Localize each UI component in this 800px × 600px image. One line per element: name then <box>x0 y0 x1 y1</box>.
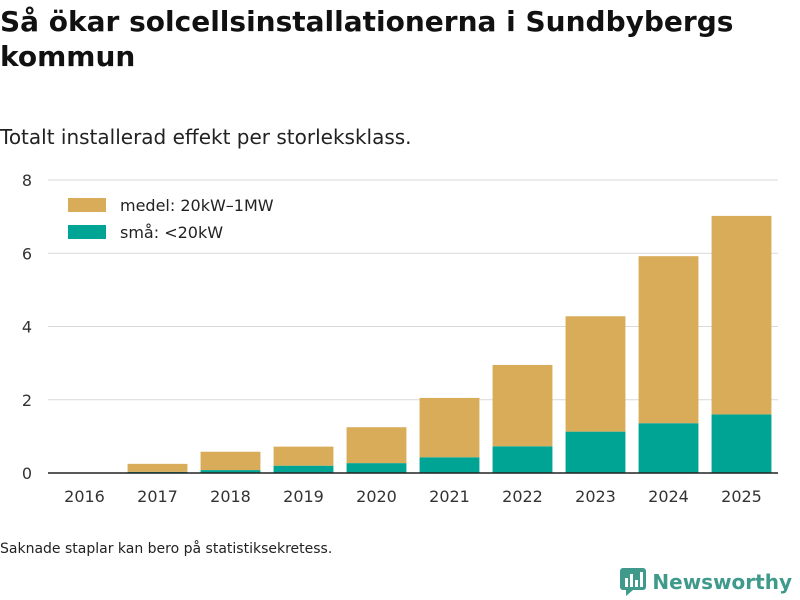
brand-name: Newsworthy <box>652 570 792 594</box>
x-tick-label: 2022 <box>502 487 543 506</box>
y-tick-label: 8 <box>22 171 32 190</box>
legend-label-medel: medel: 20kW–1MW <box>120 196 274 215</box>
x-tick-label: 2016 <box>64 487 105 506</box>
axes: 0 2 4 6 8 2016 2017 2018 2019 2020 2021 2022 2023 202… <box>22 171 778 506</box>
x-tick-label: 2017 <box>137 487 178 506</box>
footnote: Saknade staplar kan bero på statistiksek… <box>0 541 333 557</box>
x-tick-label: 2023 <box>575 487 616 506</box>
legend: medel: 20kW–1MW små: <20kW <box>68 196 274 242</box>
bar-sma-2021 <box>419 457 480 473</box>
legend-label-sma: små: <20kW <box>120 223 223 242</box>
bar-sma-2020 <box>346 463 407 473</box>
bar-medel-2022 <box>492 364 553 447</box>
legend-swatch-medel <box>68 198 106 212</box>
bar-sma-2024 <box>638 423 699 473</box>
bars <box>127 215 772 473</box>
x-tick-label: 2018 <box>210 487 251 506</box>
bar-medel-2024 <box>638 256 699 424</box>
bar-sma-2018 <box>200 470 261 473</box>
bar-medel-2019 <box>273 446 334 466</box>
bar-sma-2022 <box>492 446 553 473</box>
y-tick-label: 0 <box>22 464 32 483</box>
bar-medel-2020 <box>346 427 407 464</box>
chart-subtitle: Totalt installerad effekt per storlekskl… <box>0 125 412 149</box>
x-tick-label: 2021 <box>429 487 470 506</box>
bar-medel-2023 <box>565 316 626 432</box>
bar-sma-2025 <box>711 414 772 473</box>
chart-title: Så ökar solcellsinstallationerna i Sundb… <box>0 5 734 73</box>
brand-logo: Newsworthy <box>620 568 792 596</box>
y-tick-label: 6 <box>22 244 32 263</box>
y-tick-label: 4 <box>22 318 32 337</box>
bar-medel-2025 <box>711 215 772 415</box>
y-tick-label: 2 <box>22 391 32 410</box>
stacked-bar-chart: 0 2 4 6 8 2016 2017 2018 2019 2020 2021 2022 2023 202… <box>22 171 778 506</box>
x-tick-label: 2020 <box>356 487 397 506</box>
bar-sma-2023 <box>565 431 626 473</box>
bar-medel-2017 <box>127 463 188 472</box>
x-tick-label: 2024 <box>648 487 689 506</box>
x-tick-label: 2025 <box>721 487 762 506</box>
bar-medel-2021 <box>419 397 480 458</box>
bar-sma-2019 <box>273 465 334 473</box>
bar-medel-2018 <box>200 451 261 471</box>
x-tick-label: 2019 <box>283 487 324 506</box>
newsworthy-logo-icon <box>620 568 647 596</box>
legend-swatch-sma <box>68 225 106 239</box>
